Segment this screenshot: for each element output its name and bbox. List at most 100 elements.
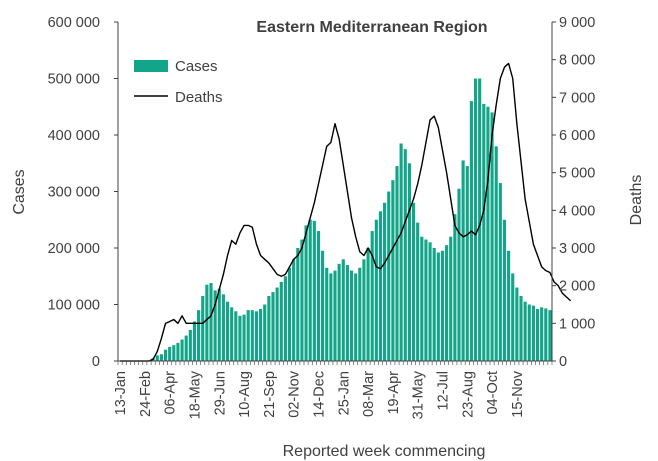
bar-cases — [163, 349, 168, 361]
bar-cases — [420, 236, 424, 361]
bar-cases — [308, 219, 312, 361]
bar-cases — [172, 345, 176, 361]
bar-cases — [329, 273, 333, 361]
y-tick-label-left: 400 000 — [48, 128, 100, 144]
bar-cases — [221, 294, 225, 361]
bar-cases — [225, 301, 230, 361]
bar-cases — [395, 166, 399, 361]
bar-cases — [283, 276, 287, 361]
bar-cases — [159, 354, 163, 361]
y-tick-label-left: 0 — [92, 354, 100, 370]
bar-cases — [403, 149, 407, 362]
bar-cases — [436, 252, 440, 361]
x-tick-label: 02-Nov — [287, 370, 303, 417]
bar-cases — [498, 183, 502, 361]
bar-cases — [378, 211, 383, 361]
bar-cases — [531, 305, 535, 361]
bar-cases — [461, 160, 465, 361]
y-tick-label-right: 4 000 — [559, 203, 595, 219]
bar-cases — [180, 339, 184, 361]
bar-cases — [507, 250, 511, 361]
bar-cases — [486, 106, 490, 361]
x-ticks: 13-Jan 24-Feb 06-Apr 18-May 29-Jun 10-Aug 21-S… — [113, 361, 553, 419]
bar-cases — [548, 310, 552, 361]
x-axis-title: Reported week commencing — [283, 443, 486, 460]
bar-cases — [515, 287, 519, 361]
bar-cases — [354, 273, 358, 361]
bar-cases — [275, 287, 279, 361]
bar-cases — [213, 290, 217, 362]
y-ticks-right: 0 1 000 2 000 3 000 4 000 5 000 6 000 7 000 8 00… — [552, 15, 595, 370]
bar-cases — [383, 202, 387, 361]
legend: Cases Deaths — [134, 58, 223, 106]
bar-cases — [399, 143, 403, 361]
bar-cases — [259, 309, 263, 361]
y-tick-label-right: 1 000 — [559, 316, 595, 332]
bar-cases — [440, 250, 445, 361]
y-tick-label-right: 0 — [559, 354, 567, 370]
x-tick-label: 12-Jul — [435, 371, 451, 411]
bar-cases — [473, 78, 478, 361]
bar-cases — [457, 188, 461, 361]
bar-cases — [312, 220, 316, 361]
bar-cases — [445, 245, 449, 361]
x-tick-label: 21-Sep — [262, 371, 278, 418]
bar-cases — [250, 310, 254, 361]
y-tick-label-right: 8 000 — [559, 53, 595, 69]
bar-cases — [387, 191, 391, 361]
bar-cases — [188, 329, 192, 361]
y-tick-label-left: 500 000 — [48, 72, 100, 88]
bar-cases — [246, 310, 250, 361]
deaths-line-group — [120, 62, 572, 362]
bar-cases — [176, 342, 180, 361]
bar-cases — [321, 250, 325, 361]
x-tick-label: 10-Aug — [237, 371, 253, 418]
bar-cases — [502, 219, 507, 361]
bar-cases — [453, 214, 457, 361]
x-tick-label: 18-May — [187, 370, 203, 419]
bar-cases — [407, 163, 411, 361]
x-tick-label: 08-Mar — [361, 371, 377, 417]
bar-cases — [465, 166, 469, 361]
bar-cases — [523, 301, 527, 361]
bar-cases — [494, 146, 498, 361]
bar-cases — [263, 304, 267, 361]
bar-cases — [168, 346, 172, 362]
bar-cases — [358, 267, 362, 361]
bar-cases — [333, 270, 337, 361]
bar-cases — [192, 321, 197, 361]
y-tick-label-left: 100 000 — [48, 298, 100, 314]
x-tick-label: 14-Dec — [311, 371, 327, 418]
bar-cases — [362, 259, 366, 361]
y-tick-label-right: 6 000 — [559, 128, 595, 144]
bar-cases — [300, 239, 304, 361]
y-tick-label-right: 5 000 — [559, 166, 595, 182]
legend-swatch-cases — [134, 60, 168, 72]
bar-cases — [217, 288, 221, 361]
x-tick-label: 19-Apr — [386, 371, 402, 415]
y-tick-label-left: 200 000 — [48, 241, 100, 257]
bar-cases — [238, 315, 242, 361]
y-tick-label-left: 600 000 — [48, 15, 100, 31]
line-deaths — [120, 62, 572, 362]
bar-cases — [279, 281, 283, 361]
y-tick-label-right: 2 000 — [559, 279, 595, 295]
bar-cases — [424, 239, 428, 361]
legend-label-deaths: Deaths — [175, 89, 223, 106]
legend-label-cases: Cases — [175, 58, 218, 75]
bar-cases — [155, 355, 159, 361]
x-tick-label: 31-May — [411, 370, 427, 419]
bar-cases — [540, 307, 544, 361]
bar-cases — [267, 296, 271, 361]
bar-cases — [341, 259, 345, 361]
bar-cases — [316, 231, 321, 361]
bar-cases — [304, 225, 308, 361]
bar-cases — [370, 231, 374, 361]
bar-cases — [478, 78, 482, 361]
bar-cases — [416, 222, 420, 361]
bar-cases — [234, 311, 238, 361]
bar-cases — [544, 308, 548, 361]
bar-cases — [209, 283, 213, 361]
bar-cases — [337, 263, 341, 361]
bar-cases — [527, 304, 531, 361]
